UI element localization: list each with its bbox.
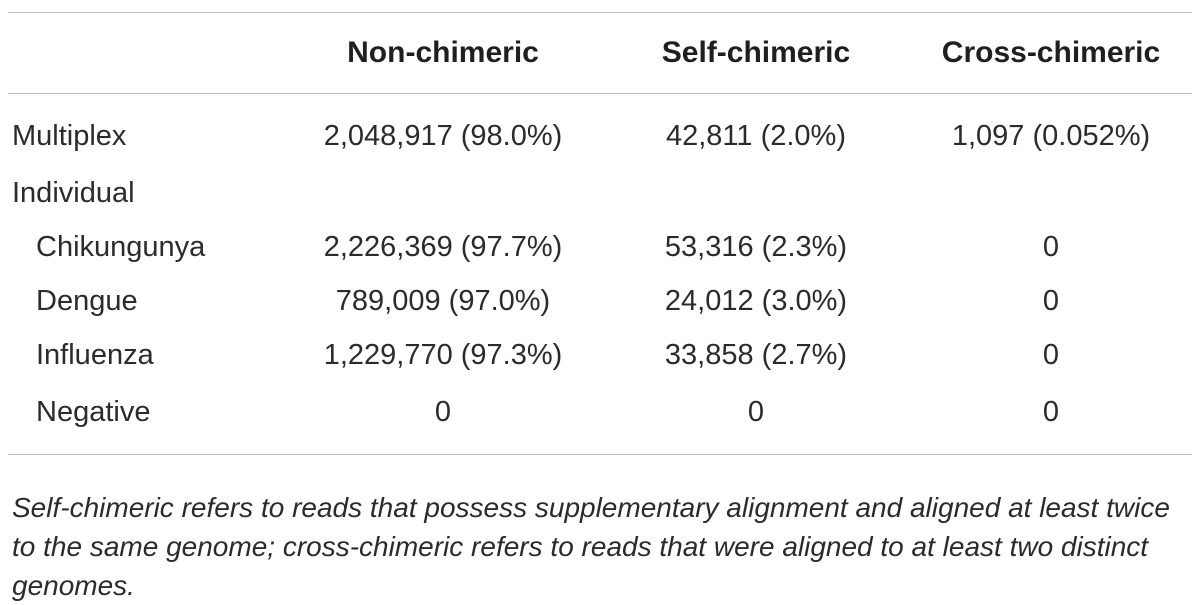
cell-cross-chimeric: 0 — [1042, 284, 1060, 317]
cell-cross-chimeric: 0 — [1042, 395, 1060, 428]
table-row-individual: Individual — [8, 166, 1192, 220]
cell-non-chimeric: 0 — [434, 395, 452, 428]
cell-self-chimeric: 42,811 (2.0%) — [665, 119, 847, 152]
row-label: Negative — [36, 395, 151, 428]
row-label: Multiplex — [12, 119, 127, 152]
table-header-row: Non-chimeric Self-chimeric Cross-chimeri… — [8, 12, 1192, 94]
cell-cross-chimeric: 0 — [1042, 338, 1060, 371]
table-row-dengue: Dengue 789,009 (97.0%) 24,012 (3.0%) 0 — [8, 274, 1192, 328]
cell-self-chimeric — [602, 166, 910, 220]
cell-cross-chimeric: 0 — [1042, 230, 1060, 263]
table-row-chikungunya: Chikungunya 2,226,369 (97.7%) 53,316 (2.… — [8, 220, 1192, 274]
cell-self-chimeric: 0 — [747, 395, 765, 428]
cell-non-chimeric: 2,226,369 (97.7%) — [323, 230, 563, 263]
cell-cross-chimeric — [910, 166, 1192, 220]
cell-non-chimeric: 789,009 (97.0%) — [335, 284, 551, 317]
row-label: Dengue — [36, 284, 138, 317]
row-label: Individual — [12, 176, 135, 209]
table-row-multiplex: Multiplex 2,048,917 (98.0%) 42,811 (2.0%… — [8, 94, 1192, 167]
header-cross-chimeric: Cross-chimeric — [941, 36, 1161, 69]
cell-self-chimeric: 33,858 (2.7%) — [664, 338, 848, 371]
row-label: Influenza — [36, 338, 154, 371]
row-label: Chikungunya — [36, 230, 206, 263]
cell-self-chimeric: 24,012 (3.0%) — [664, 284, 848, 317]
chimeric-reads-table-container: Non-chimeric Self-chimeric Cross-chimeri… — [8, 12, 1192, 455]
header-self-chimeric: Self-chimeric — [661, 36, 851, 69]
header-non-chimeric: Non-chimeric — [347, 36, 539, 69]
table-footnote: Self-chimeric refers to reads that posse… — [12, 492, 1170, 601]
cell-cross-chimeric: 1,097 (0.052%) — [951, 119, 1151, 152]
table-row-influenza: Influenza 1,229,770 (97.3%) 33,858 (2.7%… — [8, 328, 1192, 382]
cell-non-chimeric: 2,048,917 (98.0%) — [323, 119, 563, 152]
cell-non-chimeric: 1,229,770 (97.3%) — [323, 338, 563, 371]
chimeric-reads-table: Non-chimeric Self-chimeric Cross-chimeri… — [8, 12, 1192, 455]
cell-non-chimeric — [284, 166, 602, 220]
cell-self-chimeric: 53,316 (2.3%) — [664, 230, 848, 263]
table-row-negative: Negative 0 0 0 — [8, 382, 1192, 455]
header-sample — [8, 13, 284, 94]
